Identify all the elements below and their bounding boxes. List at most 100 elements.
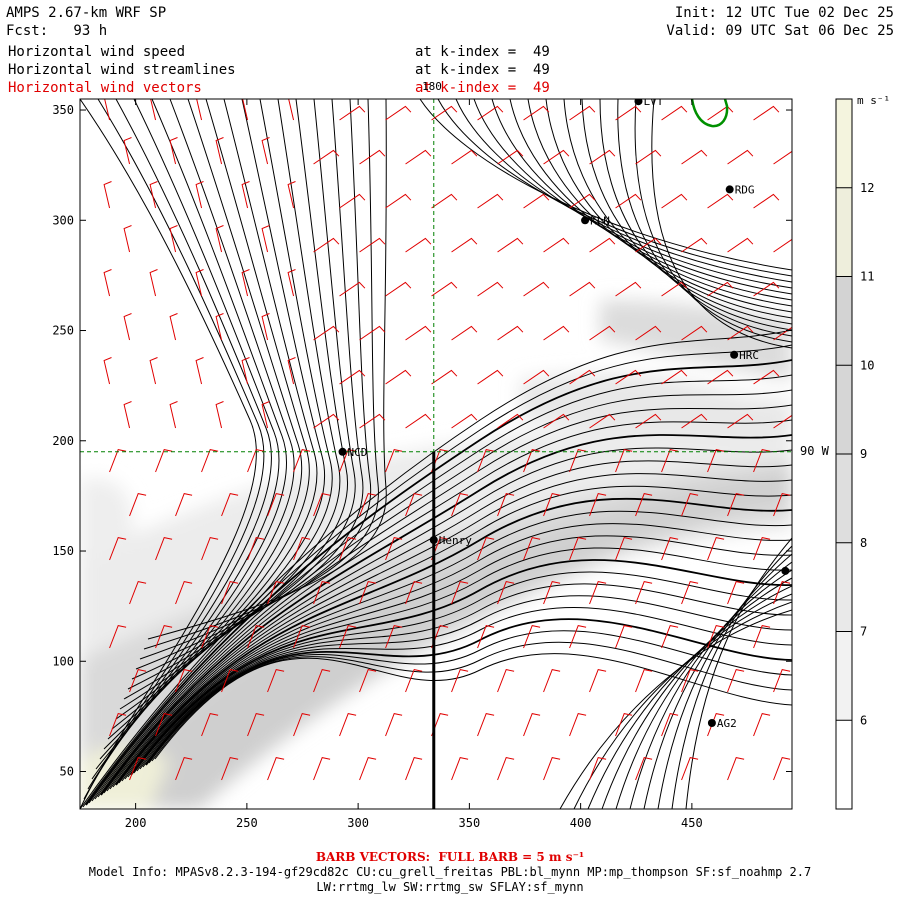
wind-barb <box>753 369 780 385</box>
coastline-feature <box>690 99 729 128</box>
wind-barb <box>221 493 239 517</box>
colorbar-label: 10 <box>860 358 874 372</box>
streamline <box>139 595 792 770</box>
wind-barb <box>523 193 550 209</box>
streamline <box>601 585 792 809</box>
streamline <box>131 99 356 680</box>
field-level-vectors: at k-index = 49 <box>415 80 550 96</box>
wind-barb <box>707 449 725 473</box>
wind-barb <box>727 413 754 429</box>
wind-barb <box>313 149 340 165</box>
wind-barb <box>221 581 239 605</box>
wind-barb <box>215 313 224 341</box>
wind-barb <box>215 137 224 165</box>
colorbar-bin <box>836 365 852 454</box>
wind-barb <box>773 757 791 781</box>
colorbar-label: 11 <box>860 270 874 284</box>
wind-barb <box>359 325 386 341</box>
wind-barb <box>405 581 423 605</box>
wind-barb <box>615 537 633 561</box>
streamline <box>581 99 792 325</box>
y-tick-label: 50 <box>60 765 74 779</box>
streamline <box>509 99 792 301</box>
station-marker <box>707 719 716 728</box>
wind-barb <box>109 449 127 473</box>
wind-barb <box>313 413 340 429</box>
wind-barb <box>753 625 771 649</box>
wind-barb <box>589 149 616 165</box>
y-tick-label: 350 <box>52 103 74 117</box>
wind-barb <box>339 193 366 209</box>
wind-barb <box>385 281 412 297</box>
wind-barb <box>635 149 662 165</box>
streamline <box>629 569 792 809</box>
colorbar-bin <box>836 187 852 277</box>
wind-barb <box>707 369 734 385</box>
station-label: LVT <box>643 95 663 108</box>
wind-barb <box>169 313 178 341</box>
wind-barb <box>103 181 112 209</box>
wind-barb <box>431 105 458 121</box>
streamline <box>112 485 792 788</box>
y-tick-label: 150 <box>52 544 74 558</box>
wind-barb <box>569 625 587 649</box>
wind-barb <box>359 757 377 781</box>
wind-barb <box>215 225 224 253</box>
wind-barb <box>681 581 699 605</box>
wind-barb <box>569 193 596 209</box>
wind-barb <box>681 237 708 253</box>
wind-barb <box>261 313 270 341</box>
wind-barb <box>287 181 296 209</box>
wind-barb <box>589 757 607 781</box>
valid-time: Valid: 09 UTC Sat 06 Dec 25 <box>666 23 894 39</box>
colorbar-bin <box>836 720 852 809</box>
wind-barb <box>431 193 458 209</box>
station-marker <box>581 216 590 225</box>
streamline <box>491 99 792 295</box>
streamline <box>617 99 792 337</box>
wind-barb <box>753 281 780 297</box>
wind-barb <box>247 537 265 561</box>
wind-barb <box>241 269 250 297</box>
wind-barb <box>820 582 837 604</box>
streamline <box>135 99 364 670</box>
wind-barbs <box>103 99 837 781</box>
parallel-label: 90 W <box>800 444 830 458</box>
wind-barb <box>615 369 642 385</box>
colorbar: 6 7 8 9 10 11 12 <box>835 98 874 810</box>
streamline <box>85 359 792 806</box>
wind-barb <box>267 757 285 781</box>
wind-barb <box>543 493 561 517</box>
colorbar-label: 12 <box>860 181 874 195</box>
wind-barb <box>543 581 561 605</box>
field-name-streamlines: Horizontal wind streamlines <box>8 62 236 78</box>
wind-barb <box>155 449 173 473</box>
wind-barb <box>800 282 825 296</box>
wind-barb <box>753 537 771 561</box>
wind-barb <box>175 669 193 693</box>
streamline <box>599 99 792 331</box>
station-marker <box>730 350 739 359</box>
wind-barb <box>773 581 791 605</box>
wind-barb <box>681 413 708 429</box>
wind-barb <box>123 225 132 253</box>
wind-barb <box>242 99 249 121</box>
wind-barb <box>635 581 653 605</box>
wind-barb <box>635 237 662 253</box>
streamline <box>121 523 792 782</box>
wind-barb <box>385 193 412 209</box>
wind-barb <box>569 369 596 385</box>
wind-barb <box>569 281 596 297</box>
wind-barb <box>149 269 158 297</box>
wind-barb <box>359 413 386 429</box>
wind-barb <box>497 581 515 605</box>
wind-barb <box>313 237 340 253</box>
wind-barb <box>385 625 403 649</box>
wind-barb <box>241 181 250 209</box>
wind-barb <box>589 669 607 693</box>
wind-barb <box>753 193 780 209</box>
wind-barb <box>753 105 780 121</box>
barb-vectors-note: BARB VECTORS: FULL BARB = 5 m s⁻¹ <box>315 850 585 864</box>
wind-barb <box>431 281 458 297</box>
